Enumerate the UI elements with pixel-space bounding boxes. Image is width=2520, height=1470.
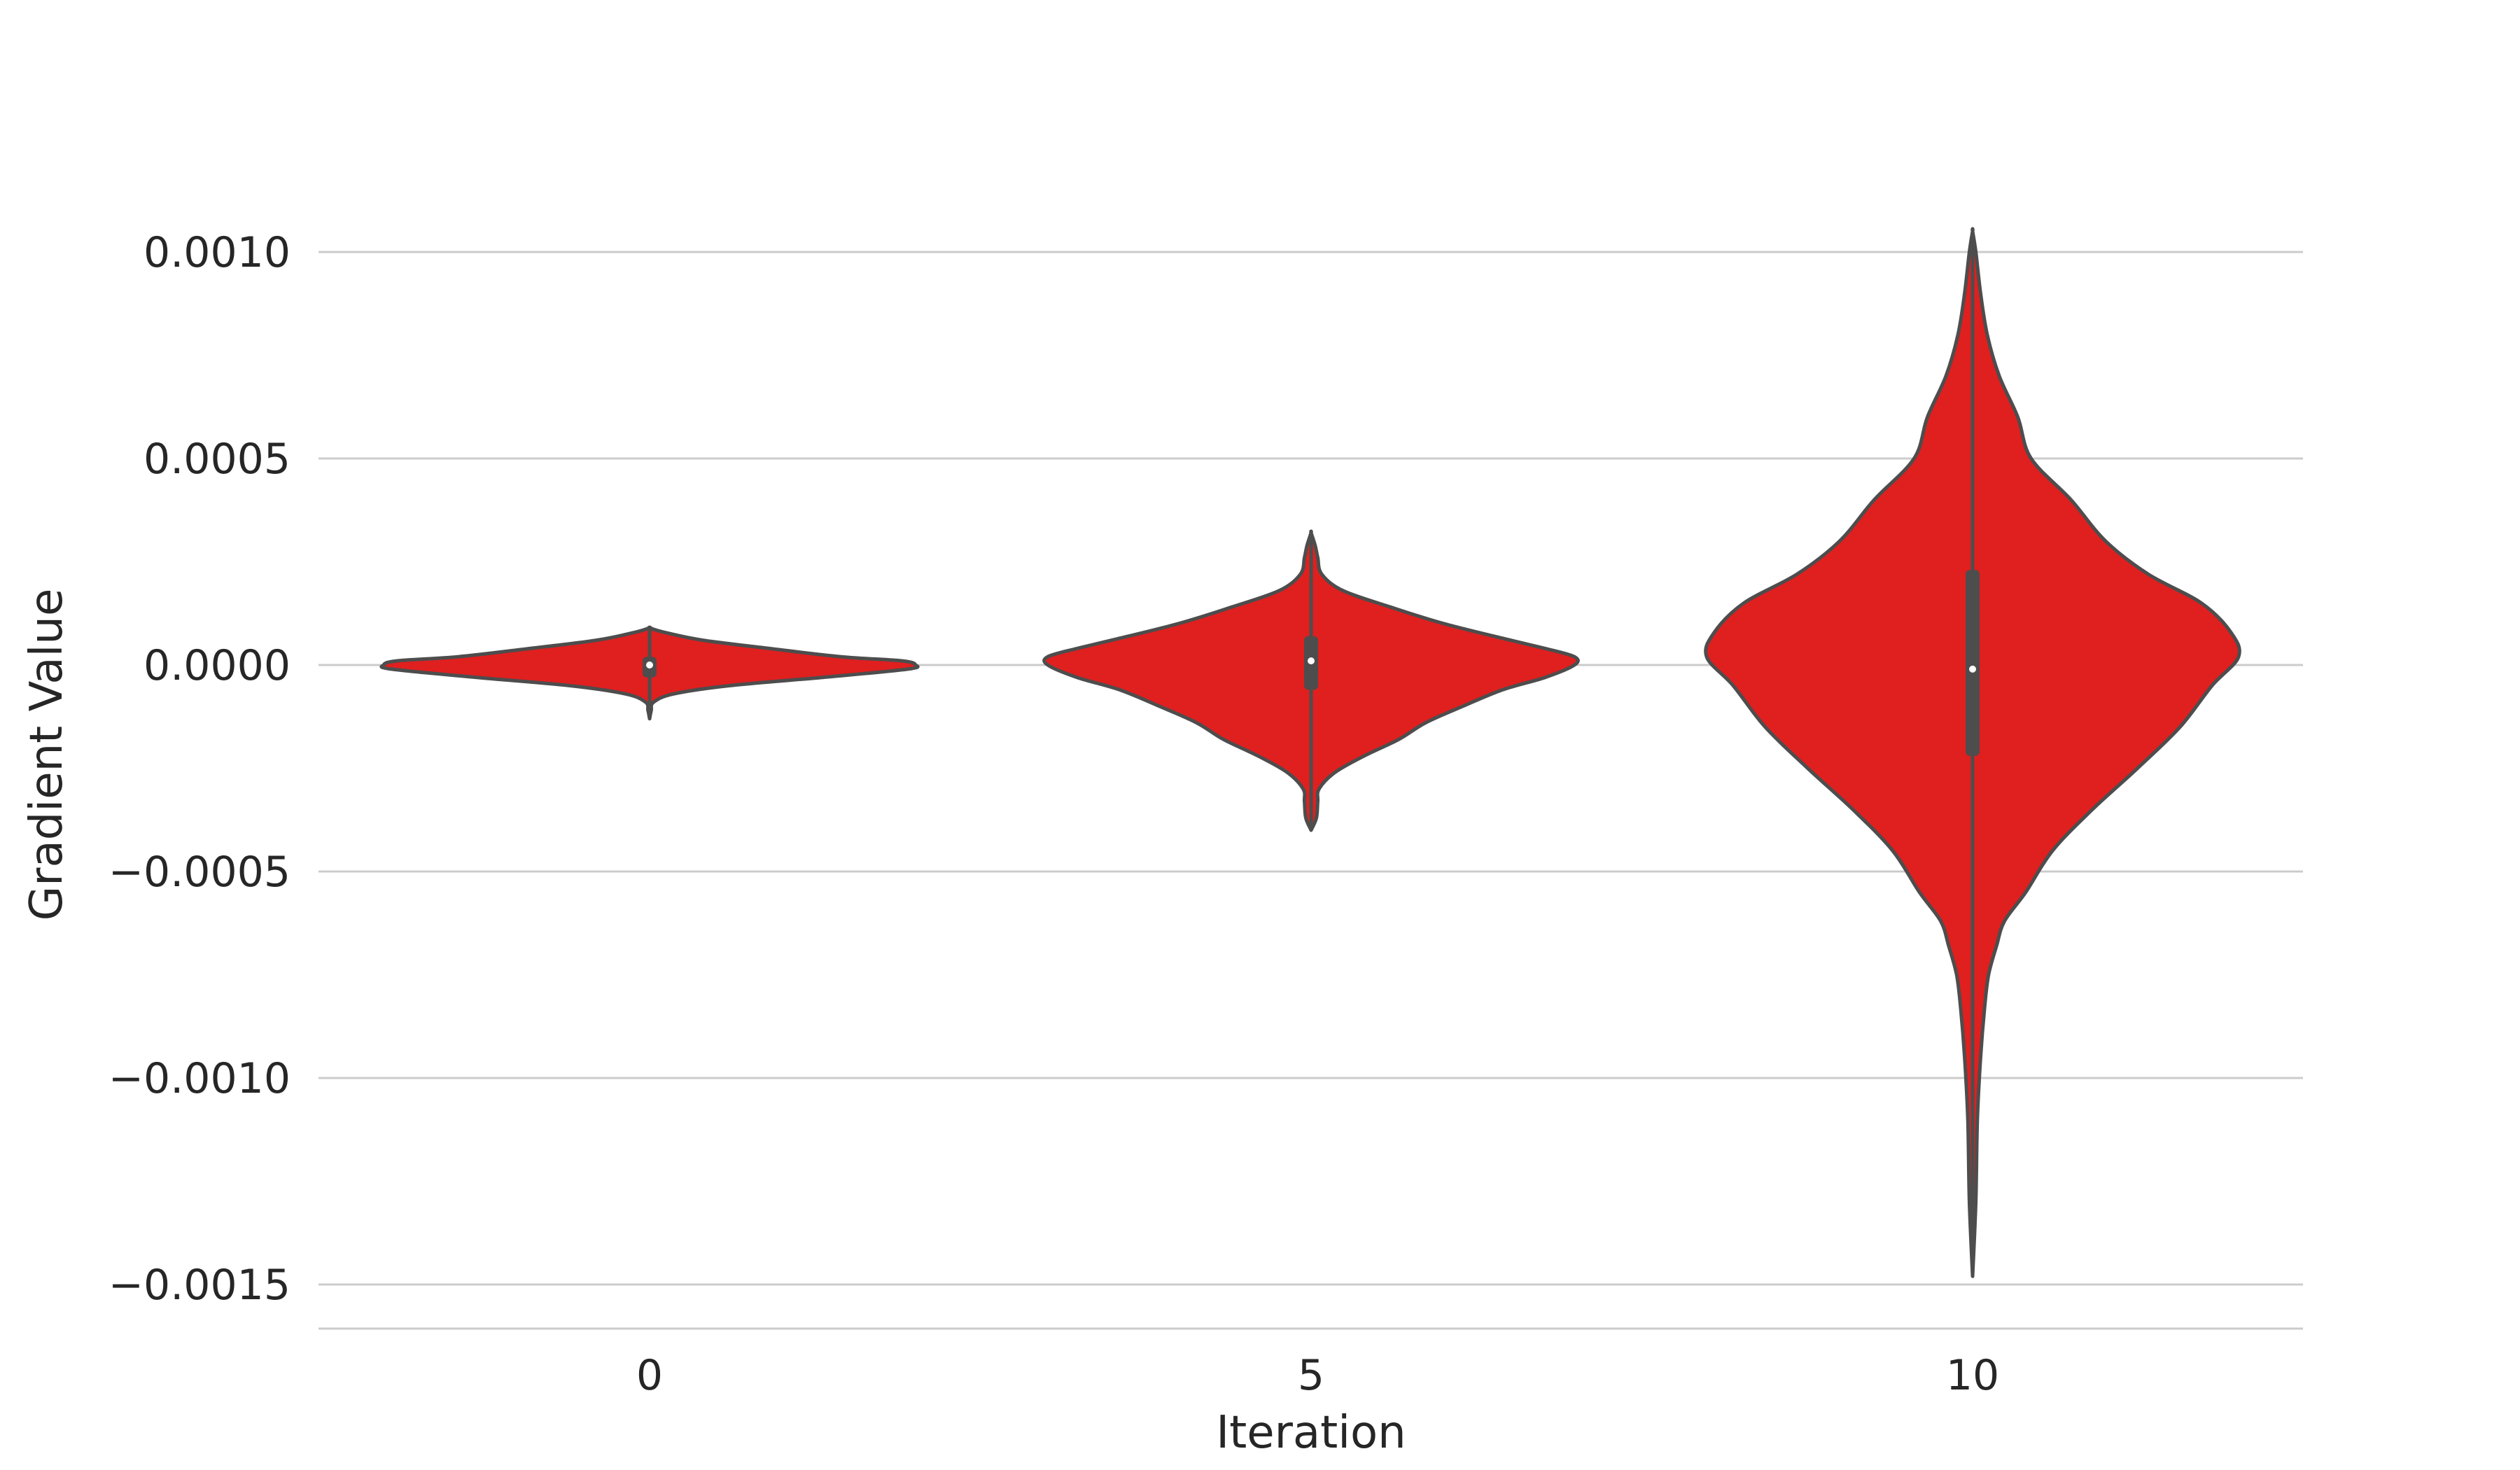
x-axis-title: Iteration [1216, 1407, 1406, 1459]
violin-0 [379, 625, 920, 721]
y-tick-label: −0.0010 [108, 1054, 290, 1103]
x-tick-label: 10 [1946, 1351, 1999, 1400]
violin-median-dot [646, 662, 653, 668]
y-tick-label: 0.0005 [144, 435, 290, 484]
violin-5 [1042, 529, 1580, 832]
violin-iqr-box [1966, 570, 1980, 756]
y-axis-title: Gradient Value [21, 589, 73, 921]
y-tick-label: 0.0000 [144, 641, 290, 690]
y-tick-label: 0.0010 [144, 228, 290, 277]
y-tick-label: −0.0015 [108, 1261, 290, 1310]
violin-median-dot [1308, 657, 1315, 665]
y-tick-label: −0.0005 [108, 848, 290, 897]
y-tick-labels: 0.0010 0.0005 0.0000 −0.0005 −0.0010 −0.0015 [108, 228, 290, 1310]
x-tick-label: 5 [1298, 1351, 1324, 1400]
x-tick-label: 0 [636, 1351, 663, 1400]
x-tick-labels: 0 5 10 [636, 1351, 1999, 1400]
violin-10 [1704, 227, 2241, 1278]
violin-median-dot [1969, 665, 1976, 673]
violins [379, 227, 2241, 1278]
